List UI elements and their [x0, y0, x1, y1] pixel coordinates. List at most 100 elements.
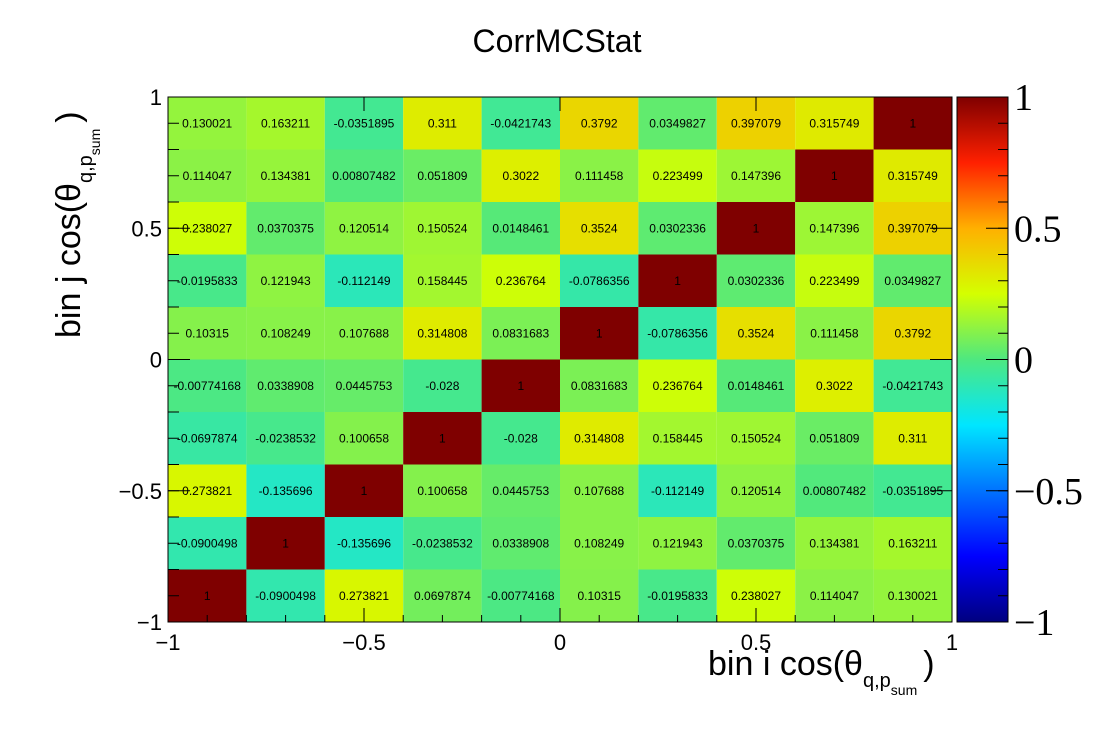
- heatmap-cell-label: 0.158445: [417, 274, 467, 288]
- heatmap-cell: [324, 412, 404, 465]
- heatmap-cell: [638, 464, 717, 517]
- heatmap-cell: [481, 149, 560, 202]
- x-axis-title-subsubscript: sum: [891, 682, 917, 698]
- heatmap-cell: [481, 359, 560, 412]
- heatmap-cell: [481, 97, 560, 150]
- heatmap-cell-label: -0.135696: [337, 536, 391, 550]
- heatmap-cell: [481, 202, 560, 255]
- heatmap-cell-label: -0.0238532: [255, 431, 316, 445]
- y-axis-title-main: bin j cos(θ: [50, 183, 88, 338]
- heatmap-cell-label: -0.0786356: [569, 274, 630, 288]
- heatmap-cell-label: -0.0786356: [647, 326, 708, 340]
- heatmap-cell: [168, 569, 247, 622]
- heatmap-cell: [481, 464, 560, 517]
- heatmap-cell-label: 0.315749: [809, 116, 859, 130]
- heatmap-cell-label: 0.114047: [810, 589, 859, 603]
- heatmap-cell-label: 0.273821: [339, 589, 389, 603]
- heatmap-cell-label: 0.3022: [502, 169, 539, 183]
- heatmap-cell: [873, 149, 952, 202]
- heatmap-cell-label: -0.112149: [337, 274, 390, 288]
- heatmap-cell: [403, 202, 482, 255]
- heatmap-cell-label: 0.130021: [182, 116, 232, 130]
- heatmap-cell: [403, 517, 482, 570]
- heatmap-cell-label: -0.028: [504, 431, 538, 445]
- heatmap-cell: [403, 464, 482, 517]
- heatmap-cell-label: 0.108249: [261, 326, 311, 340]
- heatmap-cell-label: 0.150524: [731, 431, 781, 445]
- heatmap-cell-label: -0.00774168: [173, 379, 241, 393]
- x-axis-title-close: ): [923, 645, 934, 683]
- y-tick-label: 0.5: [131, 216, 162, 241]
- heatmap-cell-label: 0.0697874: [414, 589, 471, 603]
- heatmap-cell-label: 0.147396: [809, 221, 859, 235]
- palette-tick-label: 0: [1014, 340, 1033, 382]
- heatmap-cell: [638, 359, 717, 412]
- heatmap-cell: [246, 202, 325, 255]
- heatmap-cell-label: 0.3792: [581, 116, 618, 130]
- heatmap-cell: [168, 97, 247, 150]
- heatmap-cell-label: 0.0302336: [649, 221, 706, 235]
- heatmap-cell: [403, 569, 482, 622]
- heatmap-cell-label: -0.0421743: [490, 116, 551, 130]
- heatmap-cell: [168, 359, 247, 412]
- heatmap-cell-label: 0.236764: [653, 379, 703, 393]
- heatmap-cell-label: 0.0349827: [649, 116, 706, 130]
- heatmap-cell-label: 0.120514: [339, 221, 389, 235]
- heatmap-cell: [560, 412, 639, 465]
- heatmap-cell-label: 0.130021: [888, 589, 938, 603]
- heatmap-cell: [324, 202, 404, 255]
- heatmap-cell: [716, 412, 796, 465]
- y-tick-label: −0.5: [119, 479, 162, 504]
- heatmap-cell-label: -0.0900498: [177, 536, 238, 550]
- heatmap-cell-label: -0.0900498: [255, 589, 316, 603]
- x-axis-title: bin i cos(θq,psum): [708, 645, 935, 698]
- heatmap-cell-label: 1: [753, 221, 760, 235]
- y-axis-title-subscript: q,p: [75, 155, 97, 183]
- heatmap-cell: [324, 464, 404, 517]
- heatmap-cell: [638, 517, 717, 570]
- heatmap-cell: [324, 359, 404, 412]
- heatmap-cell: [638, 569, 717, 622]
- heatmap-cell: [795, 254, 874, 307]
- heatmap-cell: [403, 307, 482, 360]
- heatmap-cell: [638, 149, 717, 202]
- heatmap-cell-label: 0.0445753: [336, 379, 393, 393]
- heatmap-cell-label: 0.108249: [574, 536, 624, 550]
- heatmap-cell: [560, 569, 639, 622]
- heatmap-cell: [324, 254, 404, 307]
- heatmap-cell-label: 0.100658: [417, 484, 467, 498]
- heatmap-cell: [481, 569, 560, 622]
- heatmap-cell-label: 0.163211: [888, 536, 937, 550]
- heatmap-cell-label: 0.0148461: [728, 379, 785, 393]
- heatmap-cells: 0.130021 0.163211 -0.0351895 0.311 -0.042174…: [168, 97, 952, 622]
- color-palette-bar: [956, 96, 1009, 623]
- heatmap-cell-label: -0.0697874: [177, 431, 238, 445]
- heatmap-cell-label: -0.0351895: [882, 484, 943, 498]
- heatmap-cell: [168, 254, 247, 307]
- heatmap-cell: [560, 307, 639, 360]
- heatmap-cell-label: 0.3524: [581, 221, 618, 235]
- x-axis-title-main: bin i cos(θ: [708, 645, 863, 683]
- heatmap-cell-label: 0.0831683: [492, 326, 549, 340]
- heatmap-cell-label: 0.315749: [888, 169, 938, 183]
- palette-tick-label: −1: [1014, 602, 1054, 644]
- heatmap-cell: [873, 97, 952, 150]
- heatmap-cell-label: 1: [596, 326, 603, 340]
- heatmap-cell-label: 0.134381: [261, 169, 311, 183]
- heatmap-cell: [638, 254, 717, 307]
- heatmap-cell: [795, 412, 874, 465]
- heatmap-cell: [560, 254, 639, 307]
- heatmap-cell: [481, 307, 560, 360]
- chart-title: CorrMCStat: [473, 23, 642, 59]
- y-axis: −1 −0.5 0 0.5 1: [119, 85, 952, 635]
- heatmap-cell: [324, 517, 404, 570]
- heatmap-cell: [638, 202, 717, 255]
- x-tick-label: −1: [155, 630, 180, 655]
- heatmap-cell-label: 0.311: [898, 431, 927, 445]
- heatmap-cell-label: 0.0148461: [492, 221, 549, 235]
- heatmap-cell-label: 0.114047: [183, 169, 232, 183]
- heatmap-cell: [246, 517, 325, 570]
- heatmap-cell: [403, 412, 482, 465]
- heatmap-cell: [246, 307, 325, 360]
